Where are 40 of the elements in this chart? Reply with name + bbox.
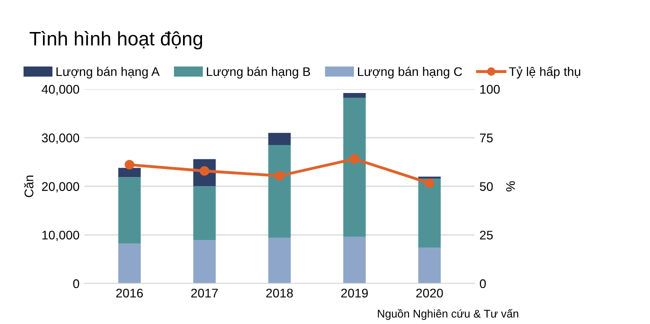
x-tick-label: 2017 xyxy=(191,288,218,298)
y-axis-title: Căn xyxy=(24,176,34,198)
bar xyxy=(343,236,366,284)
bar xyxy=(343,98,366,237)
bar xyxy=(418,178,441,248)
y2-tick-label: 100 xyxy=(480,84,500,94)
chart-title: Tình hình hoạt động xyxy=(30,31,202,50)
bar xyxy=(268,132,291,145)
y-tick-label: 10,000 xyxy=(42,230,80,242)
x-tick-label: 2018 xyxy=(266,288,293,298)
bar xyxy=(118,177,141,244)
y-tick-label: 40,000 xyxy=(42,84,80,96)
bar xyxy=(343,92,366,98)
legend-label: Lượng bán hạng A xyxy=(56,66,160,79)
legend-label: Lượng bán hạng C xyxy=(358,66,462,79)
bar xyxy=(268,238,291,284)
point xyxy=(350,154,360,164)
y2-axis-title: % xyxy=(506,181,515,192)
y2-tick-label: 75 xyxy=(480,134,493,142)
y-tick-label: 0 xyxy=(73,279,80,288)
bar xyxy=(268,144,291,238)
text: Nguồn Nghiên cứu & Tư vấn xyxy=(378,308,518,320)
bar xyxy=(193,240,216,284)
x-tick-label: 2020 xyxy=(416,288,443,298)
bar xyxy=(193,186,216,240)
y-tick-label: 30,000 xyxy=(42,134,80,144)
point xyxy=(274,170,284,181)
y2-tick-label: 0 xyxy=(480,279,486,288)
bar xyxy=(418,248,441,284)
y2-tick-label: 25 xyxy=(480,230,493,240)
x-tick-label: 2019 xyxy=(341,288,368,298)
y-tick-label: 20,000 xyxy=(42,182,80,192)
legend-label: Tỷ lệ hấp thụ xyxy=(509,66,580,79)
y2-tick-label: 50 xyxy=(480,182,493,191)
legend-label: Lượng bán hạng B xyxy=(206,66,310,79)
bar xyxy=(118,244,141,284)
bar xyxy=(118,168,141,178)
x-tick-label: 2016 xyxy=(116,288,143,298)
point xyxy=(124,160,134,170)
point xyxy=(424,178,434,188)
